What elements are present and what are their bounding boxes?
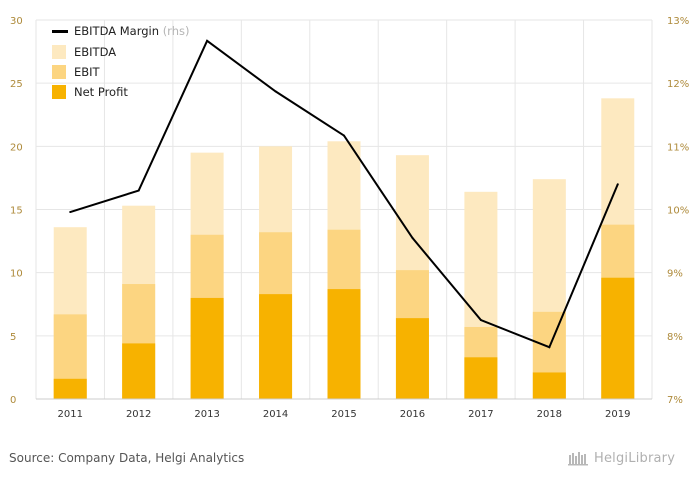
legend-swatch bbox=[52, 65, 66, 79]
right-tick-label: 9% bbox=[667, 269, 683, 280]
bar-net-profit bbox=[464, 357, 498, 399]
logo-text: HelgiLibrary bbox=[594, 450, 676, 466]
x-tick-label: 2012 bbox=[126, 409, 151, 420]
legend-label: EBITDA Margin (rhs) bbox=[74, 24, 189, 38]
legend-label: EBITDA bbox=[74, 45, 116, 59]
right-tick-label: 11% bbox=[667, 142, 689, 153]
ebitda-margin-point bbox=[548, 346, 551, 349]
x-tick-label: 2013 bbox=[194, 409, 219, 420]
legend-note: (rhs) bbox=[163, 24, 190, 38]
left-tick-label: 5 bbox=[10, 332, 16, 343]
ebitda-margin-point bbox=[479, 319, 482, 322]
ebitda-margin-point bbox=[274, 90, 277, 93]
x-tick-label: 2017 bbox=[468, 409, 493, 420]
library-icon bbox=[568, 452, 588, 466]
bar-net-profit bbox=[190, 297, 224, 399]
left-tick-label: 0 bbox=[10, 395, 16, 406]
x-tick-label: 2018 bbox=[537, 409, 562, 420]
ebitda-margin-point bbox=[137, 189, 140, 192]
right-tick-label: 10% bbox=[667, 206, 689, 217]
legend-label: EBIT bbox=[74, 65, 101, 79]
bar-net-profit bbox=[53, 378, 87, 399]
bar-net-profit bbox=[532, 372, 566, 399]
right-tick-label: 12% bbox=[667, 79, 689, 90]
left-tick-label: 15 bbox=[10, 206, 23, 217]
axes: 0 5 10 15 20 25 30 7% 8% 9% 10% 11% 12% 13% 2011 2012 20… bbox=[10, 16, 689, 420]
bar-net-profit bbox=[395, 318, 429, 399]
x-tick-label: 2014 bbox=[263, 409, 288, 420]
ebitda-margin-point bbox=[343, 134, 345, 137]
ebitda-margin-point bbox=[206, 39, 209, 42]
legend-swatch bbox=[52, 45, 66, 59]
x-tick-label: 2015 bbox=[331, 409, 356, 420]
legend-label: Net Profit bbox=[74, 85, 128, 99]
left-tick-label: 20 bbox=[10, 142, 23, 153]
left-tick-label: 25 bbox=[10, 79, 23, 90]
bar-net-profit bbox=[327, 289, 361, 399]
legend: EBITDA Margin (rhs) EBITDA EBIT Net Profit bbox=[52, 24, 189, 99]
x-tick-label: 2019 bbox=[605, 409, 630, 420]
bar-net-profit bbox=[259, 294, 293, 399]
bar-net-profit bbox=[601, 277, 635, 399]
source-note: Source: Company Data, Helgi Analytics bbox=[9, 451, 245, 465]
right-tick-label: 7% bbox=[667, 395, 683, 406]
x-tick-label: 2011 bbox=[57, 409, 82, 420]
right-tick-label: 8% bbox=[667, 332, 683, 343]
left-tick-label: 30 bbox=[10, 16, 23, 27]
ebitda-margin-point bbox=[411, 236, 414, 239]
chart: 0 5 10 15 20 25 30 7% 8% 9% 10% 11% 12% 13% 2011 2012 20… bbox=[10, 16, 689, 420]
margin-line bbox=[69, 39, 619, 349]
x-tick-label: 2016 bbox=[400, 409, 425, 420]
helgi-library-logo[interactable]: HelgiLibrary bbox=[568, 450, 675, 466]
right-tick-label: 13% bbox=[667, 16, 689, 27]
ebitda-margin-point bbox=[616, 183, 619, 186]
legend-line-swatch bbox=[52, 30, 68, 33]
left-tick-label: 10 bbox=[10, 269, 23, 280]
legend-swatch bbox=[52, 85, 66, 99]
bars bbox=[53, 98, 635, 400]
ebitda-margin-point bbox=[69, 211, 72, 214]
bar-net-profit bbox=[122, 343, 156, 399]
